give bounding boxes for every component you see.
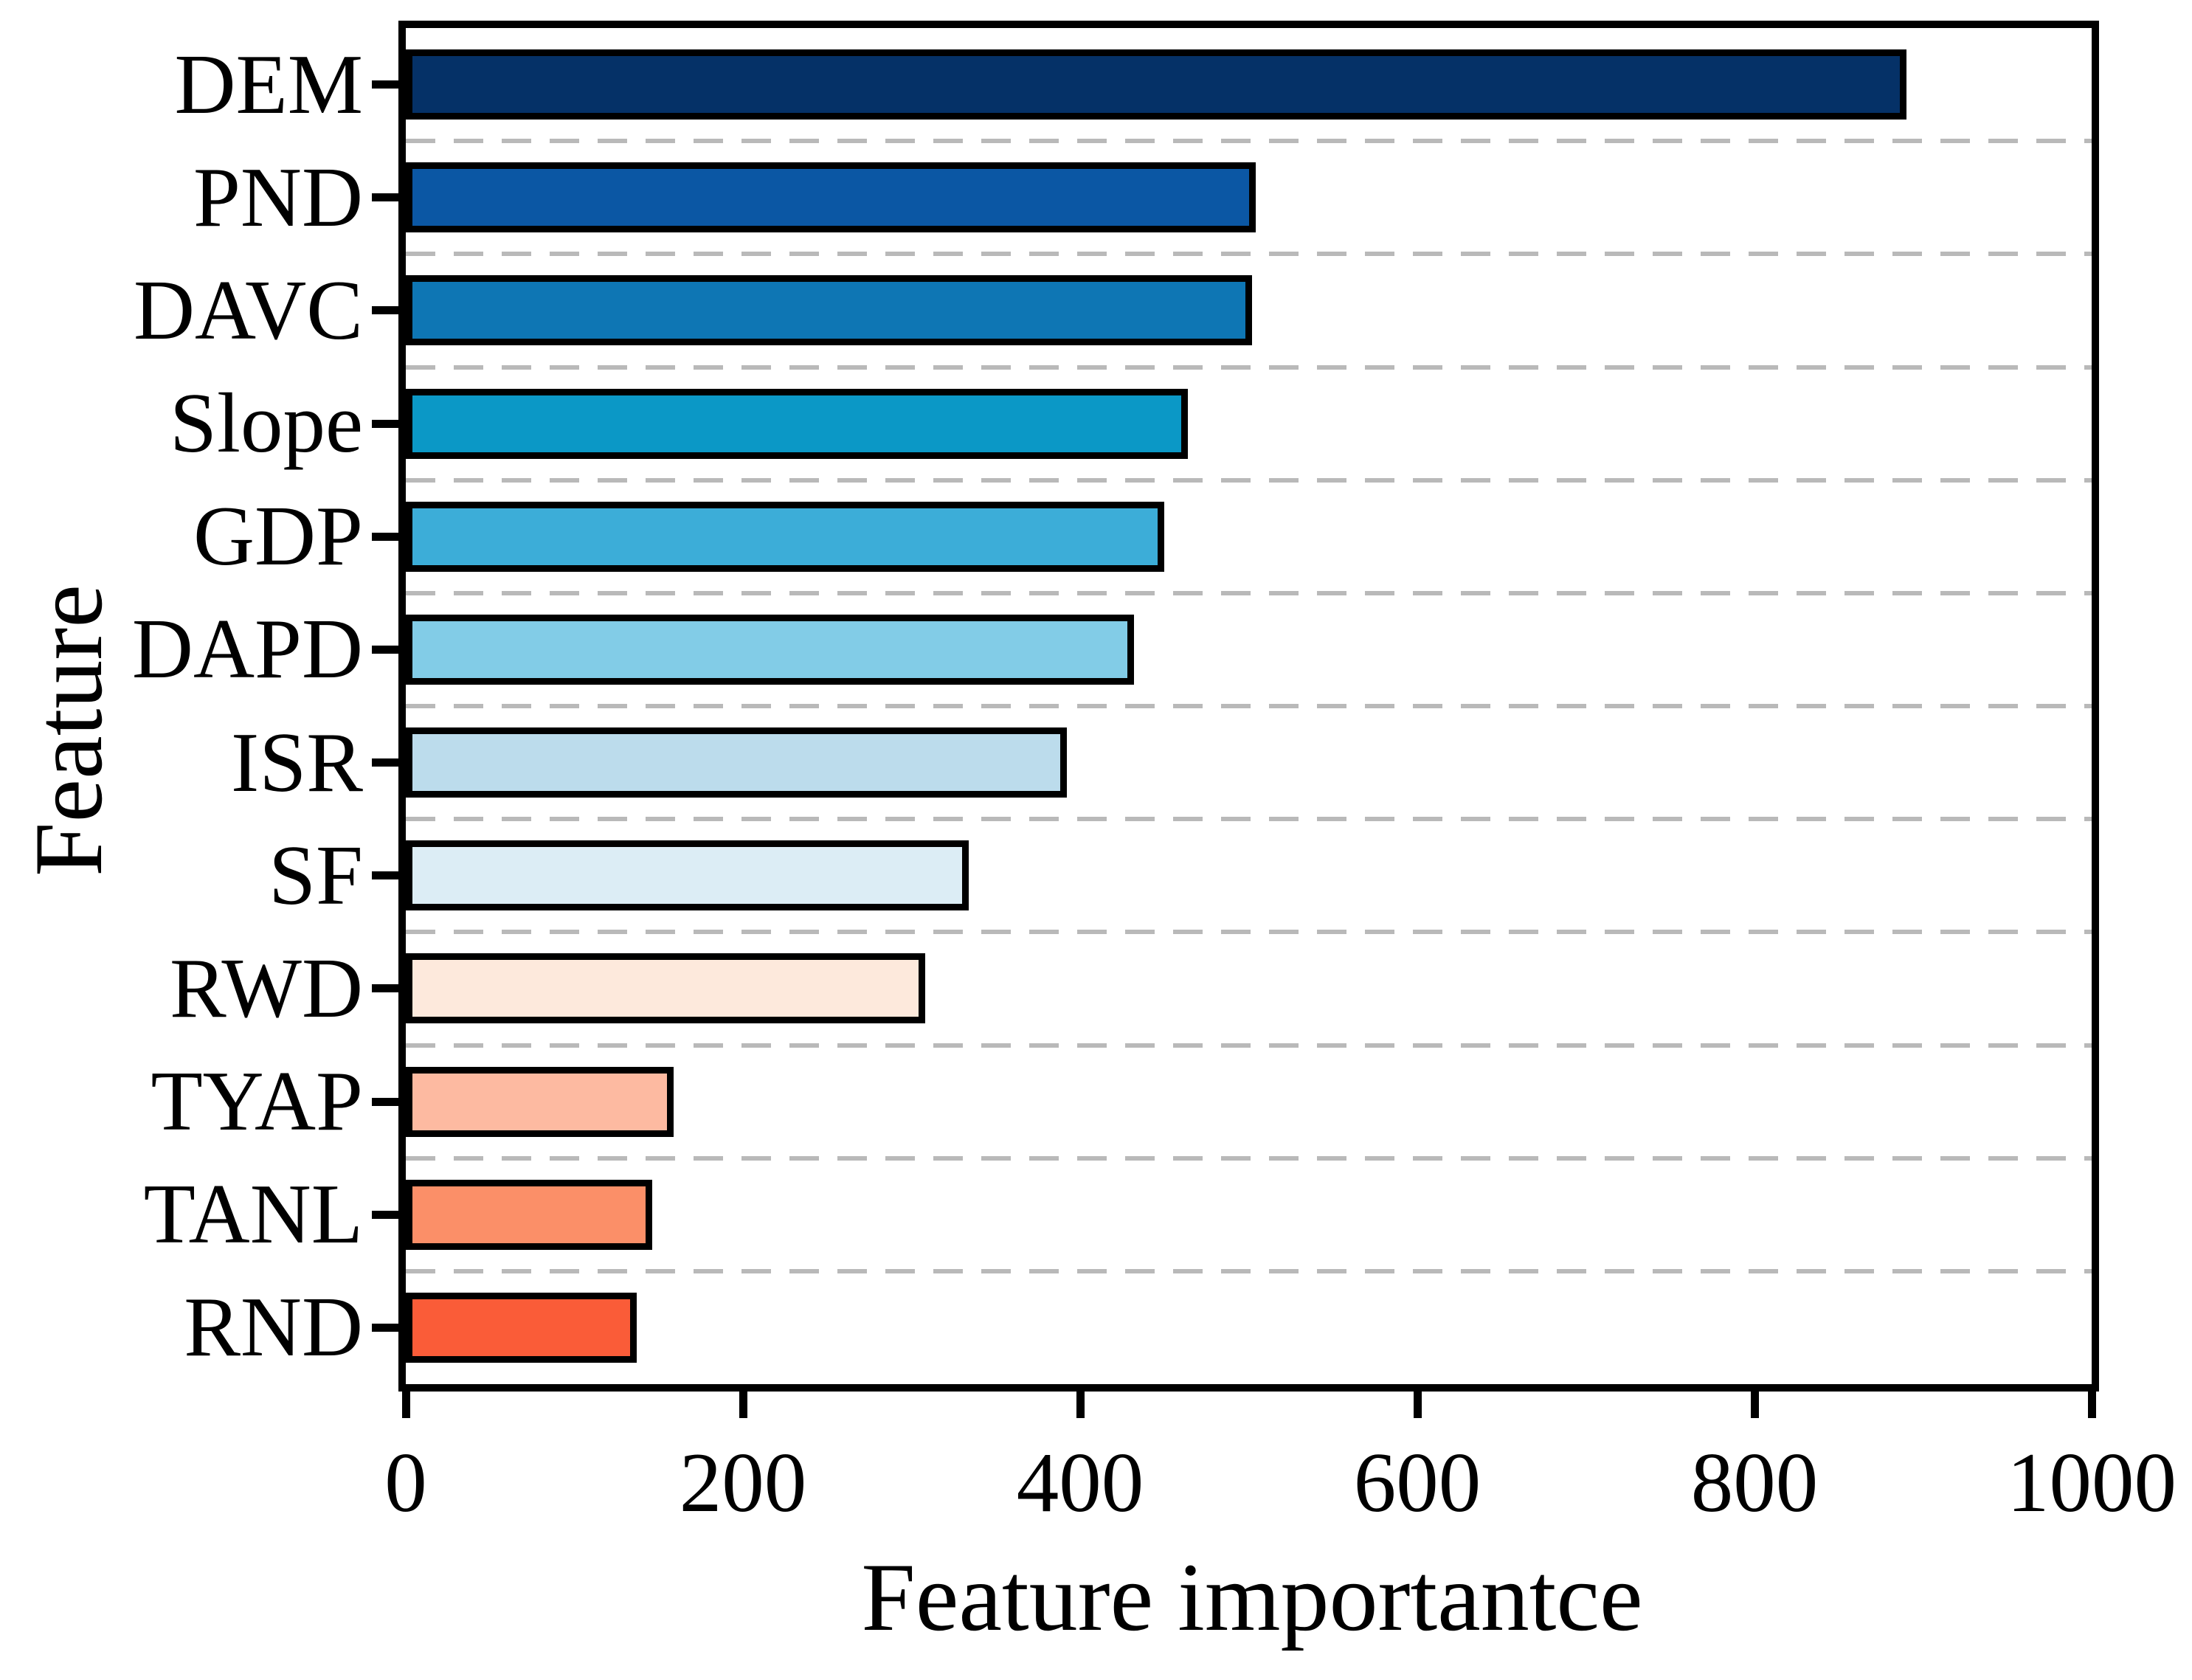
- bar-tanl: [406, 1179, 652, 1250]
- x-tick-label: 800: [1690, 1436, 1819, 1529]
- gridline: [406, 252, 2092, 257]
- gridline: [406, 704, 2092, 708]
- gridline: [406, 590, 2092, 595]
- y-tick-label: SF: [269, 828, 363, 922]
- y-tick: [372, 1097, 398, 1106]
- y-tick-label: RWD: [170, 941, 363, 1035]
- y-tick: [372, 532, 398, 541]
- bar-gdp: [406, 501, 1165, 572]
- x-tick-label: 200: [679, 1436, 807, 1529]
- x-axis-title: Feature importantce: [861, 1543, 1643, 1651]
- bar-davc: [406, 275, 1253, 346]
- bar-tyap: [406, 1066, 674, 1137]
- y-tick: [372, 758, 398, 767]
- x-tick: [401, 1392, 410, 1418]
- bar-pnd: [406, 162, 1256, 233]
- y-tick: [372, 306, 398, 315]
- x-tick-label: 400: [1016, 1436, 1144, 1529]
- y-tick: [372, 1210, 398, 1219]
- gridline: [406, 364, 2092, 370]
- plot-area: [398, 21, 2099, 1392]
- bar-dapd: [406, 614, 1135, 685]
- x-tick-label: 1000: [2007, 1436, 2177, 1529]
- y-tick: [372, 1323, 398, 1332]
- x-tick: [2087, 1392, 2096, 1418]
- y-axis-title: Feature: [14, 584, 122, 877]
- gridline: [406, 817, 2092, 822]
- y-tick-label: GDP: [193, 489, 363, 584]
- bar-slope: [406, 388, 1189, 459]
- x-tick-label: 0: [384, 1436, 427, 1529]
- gridline: [406, 1043, 2092, 1048]
- y-tick: [372, 871, 398, 880]
- y-tick: [372, 193, 398, 202]
- x-tick: [1076, 1392, 1085, 1418]
- y-tick-label: DEM: [174, 37, 363, 131]
- y-tick: [372, 984, 398, 993]
- bar-sf: [406, 840, 969, 911]
- y-tick-label: ISR: [231, 715, 363, 809]
- y-tick-label: Slope: [170, 376, 363, 471]
- gridline: [406, 139, 2092, 144]
- y-tick-label: RND: [184, 1280, 363, 1375]
- y-tick-label: PND: [193, 150, 363, 244]
- gridline: [406, 1155, 2092, 1161]
- x-tick: [1413, 1392, 1422, 1418]
- bar-rwd: [406, 953, 925, 1024]
- bar-isr: [406, 727, 1067, 798]
- y-tick-label: DAPD: [131, 602, 363, 696]
- gridline: [406, 1268, 2092, 1273]
- x-tick: [739, 1392, 747, 1418]
- y-tick-label: TANL: [143, 1167, 363, 1262]
- y-tick: [372, 645, 398, 654]
- x-tick: [1750, 1392, 1759, 1418]
- y-tick-label: DAVC: [133, 263, 363, 357]
- y-tick: [372, 80, 398, 89]
- bar-rnd: [406, 1292, 637, 1363]
- y-tick-label: TYAP: [151, 1054, 363, 1149]
- x-tick-label: 600: [1353, 1436, 1481, 1529]
- y-tick: [372, 419, 398, 428]
- gridline: [406, 477, 2092, 483]
- bar-dem: [406, 49, 1906, 120]
- gridline: [406, 930, 2092, 935]
